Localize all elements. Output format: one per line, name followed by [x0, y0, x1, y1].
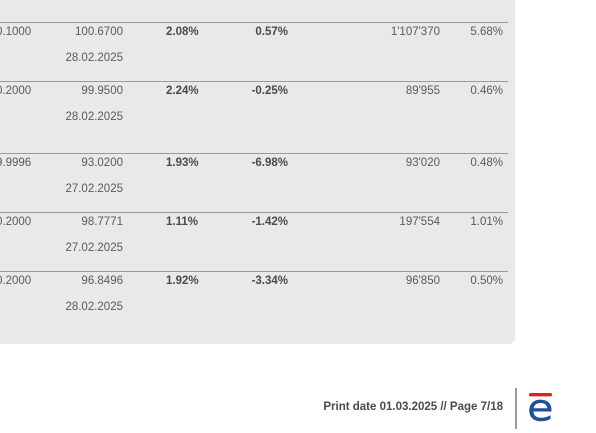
table-row: 0.2000 98.7771 27.02.2025 1.11% -1.42% 1… — [0, 212, 508, 272]
price-date-cell: 28.02.2025 — [65, 301, 123, 313]
price-date-cell: 27.02.2025 — [65, 242, 123, 254]
prev-value-cell: 0.2000 — [0, 275, 32, 287]
row-divider — [0, 22, 508, 23]
market-value-cell: 96'850 — [405, 275, 440, 287]
yield-cell: 2.08% — [166, 26, 199, 38]
yield-cell: 1.11% — [166, 216, 198, 228]
price-date-cell: 28.02.2025 — [65, 111, 123, 123]
brand-logo-icon — [527, 392, 555, 422]
performance-cell: -1.42% — [251, 216, 288, 228]
table-row: 0.1000 100.6700 28.02.2025 2.08% 0.57% 1… — [0, 22, 508, 82]
price-cell: 98.7771 — [81, 216, 123, 228]
price-cell: 100.6700 — [75, 26, 123, 38]
yield-cell: 1.93% — [166, 157, 199, 169]
weight-cell: 0.48% — [470, 157, 503, 169]
holdings-table-panel: 0.1000 100.6700 28.02.2025 2.08% 0.57% 1… — [0, 0, 515, 344]
weight-cell: 0.50% — [470, 275, 503, 287]
performance-cell: -0.25% — [251, 85, 288, 97]
price-date-cell: 28.02.2025 — [65, 52, 123, 64]
weight-cell: 0.46% — [470, 85, 503, 97]
print-date-page-info: Print date 01.03.2025 // Page 7/18 — [323, 401, 503, 413]
table-row: 9.9996 93.0200 27.02.2025 1.93% -6.98% 9… — [0, 153, 508, 213]
performance-cell: -6.98% — [251, 157, 288, 169]
performance-cell: -3.34% — [251, 275, 288, 287]
market-value-cell: 93'020 — [405, 157, 440, 169]
yield-cell: 2.24% — [166, 85, 199, 97]
performance-cell: 0.57% — [255, 26, 288, 38]
market-value-cell: 89'955 — [405, 85, 440, 97]
prev-value-cell: 0.1000 — [0, 26, 32, 38]
row-divider — [0, 271, 508, 272]
prev-value-cell: 0.2000 — [0, 216, 32, 228]
weight-cell: 5.68% — [470, 26, 503, 38]
market-value-cell: 1'107'370 — [390, 26, 440, 38]
weight-cell: 1.01% — [470, 216, 503, 228]
footer-divider — [515, 388, 517, 429]
price-cell: 99.9500 — [81, 85, 123, 97]
prev-value-cell: 0.2000 — [0, 85, 32, 97]
row-divider — [0, 212, 508, 213]
price-date-cell: 27.02.2025 — [65, 183, 123, 195]
yield-cell: 1.92% — [166, 275, 199, 287]
row-divider — [0, 153, 508, 154]
table-row: 0.2000 99.9500 28.02.2025 2.24% -0.25% 8… — [0, 81, 508, 141]
market-value-cell: 197'554 — [399, 216, 440, 228]
table-row: 0.2000 96.8496 28.02.2025 1.92% -3.34% 9… — [0, 271, 508, 331]
row-divider — [0, 81, 508, 82]
price-cell: 93.0200 — [81, 157, 123, 169]
price-cell: 96.8496 — [81, 275, 123, 287]
prev-value-cell: 9.9996 — [0, 157, 32, 169]
